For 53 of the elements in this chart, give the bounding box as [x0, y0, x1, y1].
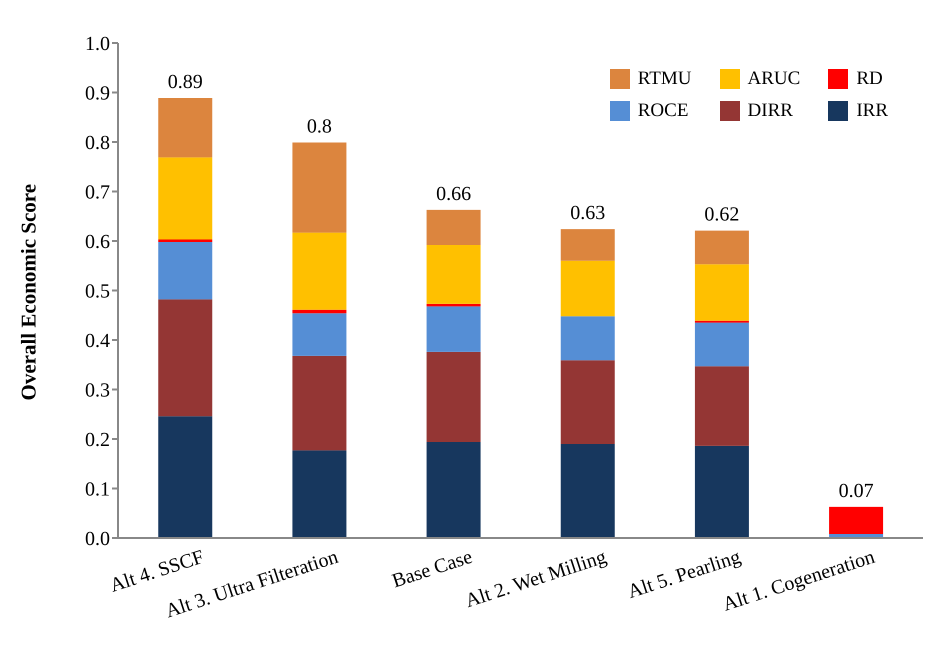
y-tick-label: 1.0: [85, 33, 110, 56]
bar: [560, 260, 615, 316]
bar: [426, 306, 481, 352]
y-tick-label: 0.7: [85, 182, 110, 204]
bar: [694, 366, 749, 446]
bar: [694, 322, 749, 366]
total-label: 0.63: [570, 202, 606, 224]
y-tick-label: 0.9: [85, 82, 110, 105]
bar: [694, 446, 749, 538]
bar: [694, 230, 749, 264]
bar: [426, 244, 481, 304]
y-tick-label: 0.0: [85, 528, 110, 550]
legend-label: DIRR: [748, 100, 793, 122]
bar: [560, 229, 615, 261]
bar: [158, 157, 212, 240]
bar: [158, 416, 212, 538]
bar: [426, 210, 481, 245]
bar: [560, 316, 615, 360]
total-label: 0.8: [306, 115, 332, 138]
bar: [694, 264, 749, 321]
bar: [158, 242, 212, 300]
bar: [426, 352, 481, 442]
bar: [158, 299, 212, 416]
total-label: 0.62: [704, 204, 740, 226]
bar: [829, 506, 884, 534]
bar: [426, 442, 481, 538]
legend-label: ARUC: [748, 68, 800, 90]
y-axis-title: Overall Economic Score: [16, 184, 40, 400]
total-label: 0.07: [838, 480, 874, 502]
bar: [292, 142, 346, 233]
bar: [292, 310, 346, 314]
bar: [292, 356, 346, 450]
bar: [560, 444, 615, 538]
bar: [292, 313, 346, 356]
total-label: 0.89: [168, 70, 203, 93]
legend-label: RD: [856, 68, 883, 90]
bar: [292, 232, 346, 310]
y-tick-label: 0.4: [85, 330, 110, 352]
x-tick-label: Base Case: [389, 546, 476, 592]
bar: [292, 450, 346, 538]
legend-label: RTMU: [638, 68, 692, 90]
bar: [158, 98, 212, 158]
y-tick-label: 0.1: [85, 478, 110, 501]
legend-label: IRR: [856, 100, 888, 122]
y-tick-label: 0.2: [85, 429, 110, 452]
bar: [426, 304, 481, 306]
y-tick-label: 0.8: [85, 132, 110, 154]
legend-label: ROCE: [638, 100, 688, 122]
bar: [560, 360, 615, 444]
y-tick-label: 0.3: [85, 380, 110, 402]
y-tick-label: 0.6: [85, 231, 110, 254]
y-tick-label: 0.5: [85, 280, 110, 303]
total-label: 0.66: [436, 182, 472, 205]
